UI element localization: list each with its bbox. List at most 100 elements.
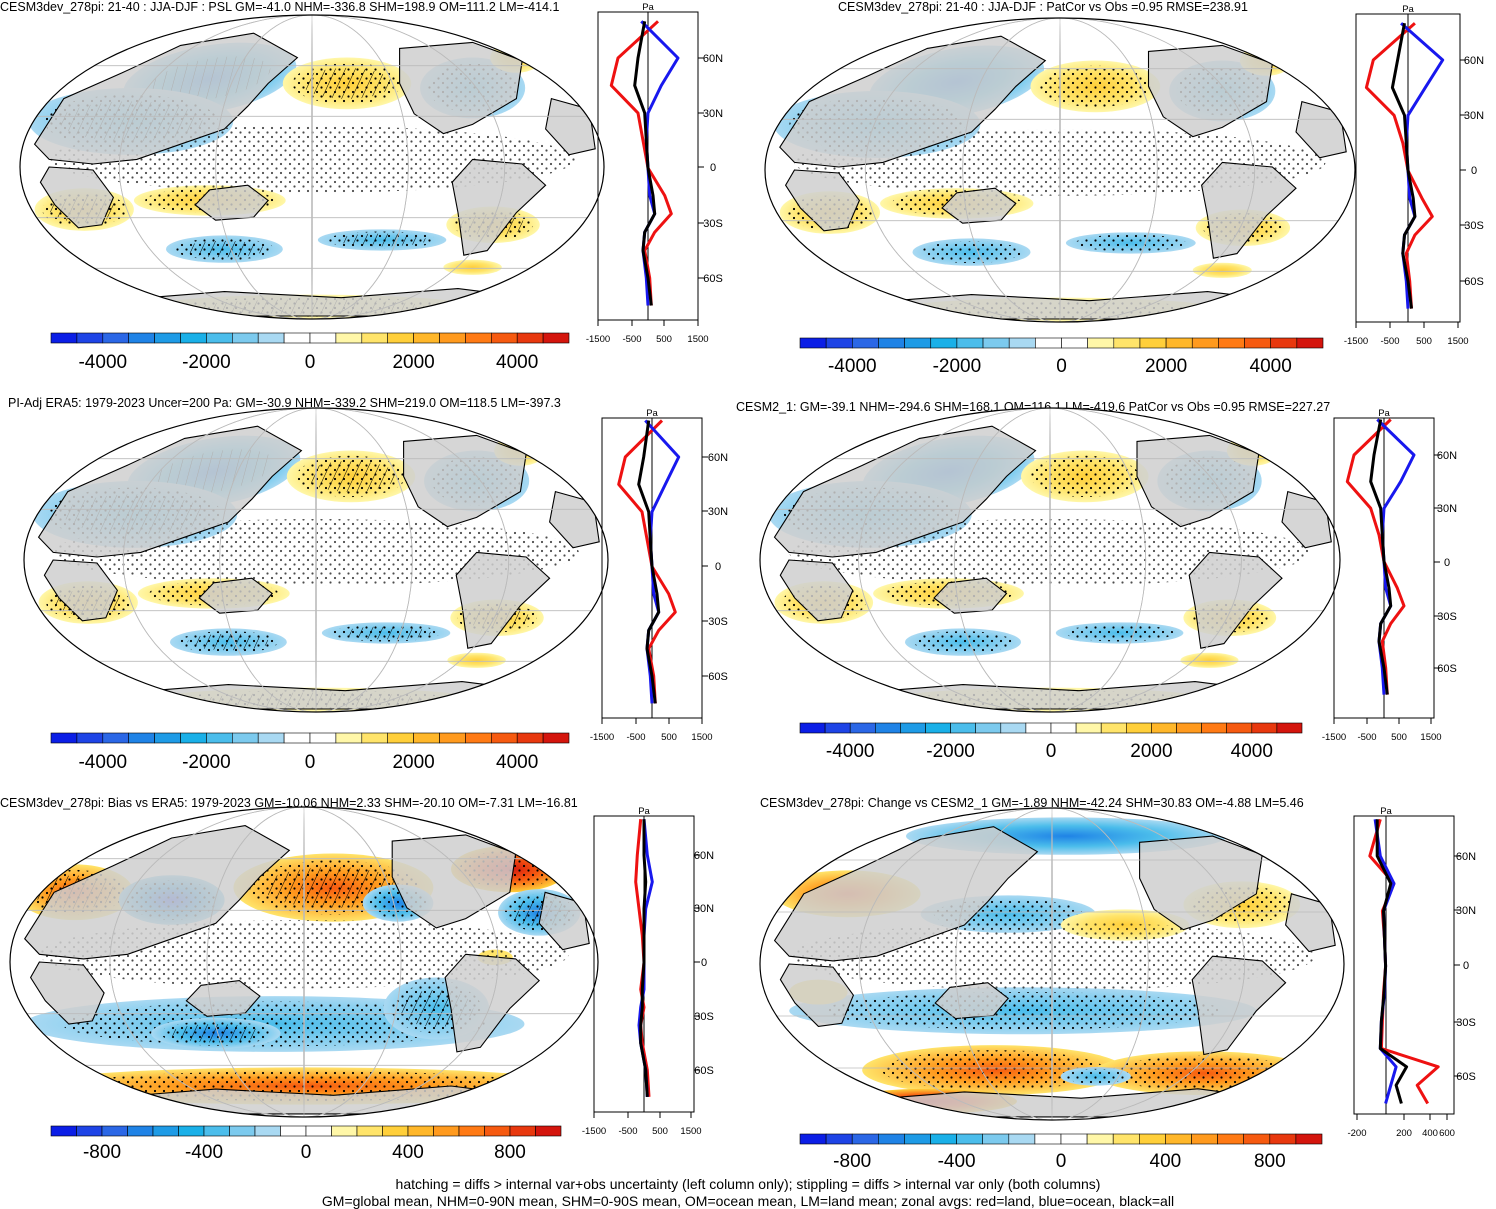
footer-line-1: hatching = diffs > internal var+obs unce… bbox=[395, 1176, 1101, 1192]
colorbar-swatch bbox=[900, 722, 926, 734]
colorbar-swatch bbox=[101, 1125, 128, 1137]
panel-5: -800 -400 0 400 800 Pa -1500 -500 500 1500 60N 30N 0… bbox=[9, 806, 714, 1163]
hatching-region bbox=[302, 67, 393, 99]
colorbar-swatch bbox=[956, 337, 984, 349]
stippling-region bbox=[1075, 234, 1186, 252]
colorbar-tick-label: -2000 bbox=[933, 356, 982, 377]
zonal-lat-tick-label: 0 bbox=[1444, 557, 1450, 569]
colorbar-swatch bbox=[1008, 337, 1036, 349]
zonal-series-all bbox=[637, 420, 661, 704]
graticule-lon bbox=[858, 808, 1246, 1120]
colorbar-swatch bbox=[154, 332, 181, 344]
colorbar-tick-label: -4000 bbox=[828, 356, 877, 377]
colorbar-swatch bbox=[1112, 1133, 1140, 1145]
map-border bbox=[23, 407, 609, 713]
colorbar-tick-label: -2000 bbox=[926, 741, 975, 762]
colorbar-swatch bbox=[356, 1125, 383, 1137]
anomaly-region bbox=[447, 652, 506, 668]
colorbar-swatch bbox=[178, 1125, 205, 1137]
zonal-lat-tick-label: 30S bbox=[1456, 1017, 1476, 1029]
land-outline bbox=[1201, 161, 1297, 259]
colorbar-swatch bbox=[1296, 337, 1324, 349]
colorbar-tick-label: 0 bbox=[305, 752, 316, 773]
stippling-region bbox=[1066, 1068, 1126, 1084]
colorbar-swatch bbox=[257, 332, 285, 344]
colorbar-swatch bbox=[1251, 722, 1278, 734]
colorbar-swatch bbox=[305, 1125, 332, 1137]
colorbar-swatch bbox=[465, 332, 492, 344]
colorbar-swatch bbox=[904, 1133, 931, 1145]
map-border bbox=[759, 407, 1341, 713]
zonal-x-tick-label: 1500 bbox=[680, 1126, 701, 1137]
colorbar-tick-label: 2000 bbox=[392, 352, 434, 373]
zonal-x-tick-label: 1500 bbox=[1420, 732, 1441, 743]
zonal-x-tick-label: 500 bbox=[652, 1126, 668, 1137]
land-outline bbox=[1136, 434, 1260, 528]
colorbar-tick-label: 2000 bbox=[1145, 356, 1187, 377]
zonal-unit-label: Pa bbox=[642, 2, 654, 13]
zonal-x-tick-label: -500 bbox=[1357, 732, 1376, 743]
stippling-region bbox=[881, 1050, 1106, 1091]
colorbar-swatch bbox=[825, 337, 853, 349]
colorbar-swatch bbox=[1008, 1133, 1036, 1145]
graticule-lon bbox=[122, 408, 510, 712]
hatching-region bbox=[306, 460, 397, 492]
anomaly-region bbox=[1192, 262, 1252, 278]
colorbar-tick-label: 800 bbox=[1254, 1151, 1286, 1172]
map-border bbox=[759, 807, 1345, 1121]
zonal-x-tick-label: -1500 bbox=[1322, 732, 1346, 743]
zonal-x-tick-label: -500 bbox=[618, 1126, 637, 1137]
land-outline bbox=[784, 169, 861, 232]
colorbar-swatch bbox=[799, 337, 827, 349]
panel-title-4: CESM2_1: GM=-39.1 NHM=-294.6 SHM=168.1 O… bbox=[736, 400, 1331, 414]
land-outline bbox=[1188, 551, 1283, 649]
zonal-lat-tick-label: 60N bbox=[703, 53, 723, 65]
colorbar-swatch bbox=[465, 732, 492, 744]
zonal-lat-tick-label: 30S bbox=[1437, 611, 1457, 623]
graticule-lon bbox=[311, 15, 313, 319]
colorbar-swatch bbox=[433, 1125, 460, 1137]
footer-line-2: GM=global mean, NHM=0-90N mean, SHM=0-90… bbox=[321, 1193, 1175, 1209]
map-field bbox=[32, 408, 600, 712]
colorbar-tick-label: 0 bbox=[305, 352, 316, 373]
land-outline bbox=[198, 577, 274, 614]
land-outline bbox=[185, 980, 261, 1017]
colorbar-tick-label: 4000 bbox=[496, 352, 538, 373]
colorbar-swatch bbox=[851, 337, 879, 349]
zonal-x-tick-label: 1500 bbox=[1447, 336, 1468, 347]
land-outline bbox=[399, 41, 523, 135]
colorbar-swatch bbox=[1217, 1133, 1244, 1145]
zonal-x-tick-label: 400 bbox=[1422, 1128, 1438, 1139]
colorbar-tick-label: 400 bbox=[392, 1142, 424, 1163]
graticule-lon bbox=[206, 807, 402, 1117]
stippling-region bbox=[1109, 1055, 1299, 1091]
land-outline bbox=[1139, 835, 1263, 931]
colorbar-swatch bbox=[535, 1125, 562, 1137]
colorbar-swatch bbox=[335, 732, 363, 744]
zonal-unit-label: Pa bbox=[638, 806, 650, 817]
colorbar-swatch bbox=[382, 1125, 409, 1137]
colorbar-tick-label: -800 bbox=[833, 1151, 871, 1172]
colorbar-swatch bbox=[1226, 722, 1253, 734]
zonal-x-tick-label: -1500 bbox=[586, 334, 610, 345]
colorbar-swatch bbox=[799, 1133, 827, 1145]
colorbar-tick-label: 0 bbox=[1056, 356, 1067, 377]
colorbar-swatch bbox=[1139, 1133, 1166, 1145]
colorbar-swatch bbox=[1165, 1133, 1192, 1145]
panel-title-1: CESM3dev_278pi: 21-40 : JJA-DJF : PSL GM… bbox=[0, 0, 560, 14]
colorbar-swatch bbox=[1201, 722, 1227, 734]
land-outline bbox=[403, 434, 527, 528]
colorbar-swatch bbox=[824, 722, 851, 734]
colorbar-swatch bbox=[76, 732, 104, 744]
land-outline bbox=[43, 559, 119, 622]
colorbar-swatch bbox=[50, 332, 78, 344]
zonal-lat-tick-label: 30N bbox=[708, 506, 728, 518]
zonal-series-land bbox=[617, 419, 677, 704]
colorbar-swatch bbox=[904, 337, 932, 349]
graticule-lon bbox=[315, 408, 317, 712]
zonal-x-tick-label: -500 bbox=[626, 732, 645, 743]
colorbar-swatch bbox=[76, 332, 104, 344]
colorbar-swatch bbox=[229, 1125, 256, 1137]
colorbar-swatch bbox=[102, 732, 130, 744]
colorbar-tick-label: -400 bbox=[185, 1142, 223, 1163]
